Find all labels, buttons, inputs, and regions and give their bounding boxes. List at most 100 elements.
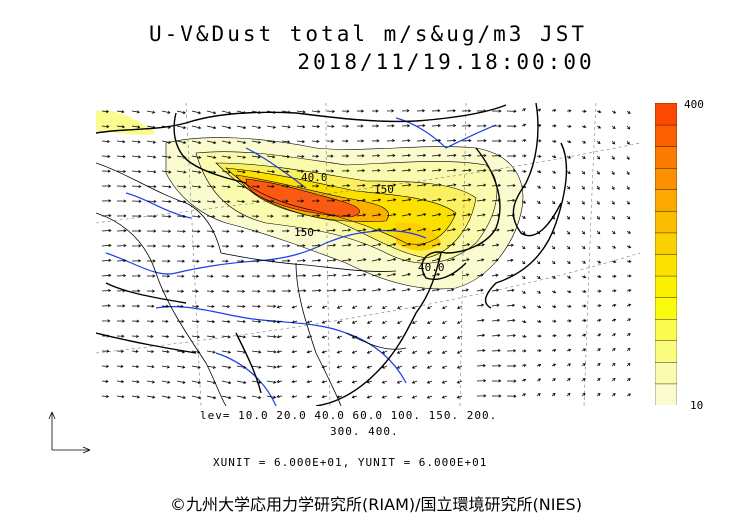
- wind-arrow: [176, 170, 187, 174]
- wind-arrow: [611, 140, 616, 145]
- wind-arrow: [131, 395, 141, 399]
- wind-arrow: [521, 393, 526, 397]
- wind-arrow: [491, 213, 501, 217]
- wind-arrow: [236, 395, 247, 400]
- wind-arrow: [326, 184, 335, 188]
- wind-arrow: [146, 289, 156, 293]
- wind-arrow: [101, 124, 110, 129]
- wind-arrow: [611, 289, 617, 293]
- wind-arrow: [521, 349, 527, 353]
- wind-arrow: [131, 274, 141, 278]
- wind-arrow: [446, 138, 457, 143]
- wind-arrow: [131, 140, 141, 144]
- wind-arrow: [176, 110, 186, 115]
- wind-arrow: [551, 275, 556, 279]
- wind-arrow: [596, 110, 602, 114]
- wind-arrow: [191, 395, 202, 400]
- wind-arrow: [521, 320, 527, 324]
- wind-arrow: [611, 348, 616, 352]
- wind-arrow: [326, 258, 337, 262]
- wind-arrow: [426, 365, 433, 369]
- wind-arrow: [566, 319, 572, 323]
- wind-arrow: [366, 350, 373, 354]
- wind-arrow: [596, 170, 600, 175]
- wind-arrow: [476, 288, 484, 292]
- wind-arrow: [442, 305, 448, 309]
- wind-arrow: [251, 184, 261, 189]
- wind-arrow: [101, 243, 112, 248]
- wind-arrow: [356, 213, 367, 217]
- wind-arrow: [311, 214, 321, 218]
- vector-units: XUNIT = 6.000E+01, YUNIT = 6.000E+01: [213, 456, 488, 469]
- wind-arrow: [131, 289, 141, 293]
- wind-arrow: [446, 227, 456, 232]
- wind-arrow: [396, 350, 403, 354]
- wind-arrow: [441, 380, 448, 384]
- wind-arrow: [551, 185, 556, 189]
- coastlines: [96, 103, 568, 406]
- wind-arrow: [536, 185, 542, 189]
- wind-arrow: [306, 320, 313, 324]
- wind-arrow: [321, 365, 328, 369]
- wind-arrow: [386, 213, 397, 217]
- wind-arrow: [371, 139, 380, 143]
- wind-arrow: [236, 380, 247, 385]
- wind-arrow: [176, 125, 187, 130]
- wind-arrow: [461, 258, 470, 262]
- wind-arrow: [431, 183, 442, 187]
- wind-arrow: [431, 153, 442, 157]
- wind-arrow: [611, 170, 615, 175]
- wind-arrow: [206, 320, 216, 324]
- wind-arrow: [596, 230, 601, 235]
- wind-arrow: [401, 242, 412, 247]
- wind-arrow: [596, 215, 600, 220]
- wind-arrow: [581, 260, 586, 264]
- wind-arrow: [206, 140, 217, 145]
- contour-label: 40.0: [301, 171, 328, 184]
- wind-arrow: [381, 365, 388, 369]
- wind-arrow: [611, 318, 617, 322]
- wind-arrow: [396, 395, 403, 399]
- wind-arrow: [116, 214, 127, 218]
- wind-arrow: [611, 125, 616, 129]
- wind-arrow: [416, 212, 427, 217]
- wind-arrow: [626, 393, 632, 397]
- wind-arrow: [611, 200, 615, 205]
- wind-arrow: [611, 333, 616, 337]
- wind-arrow: [626, 110, 631, 114]
- wind-arrow: [146, 259, 156, 263]
- wind-arrow: [326, 169, 335, 173]
- wind-arrow: [266, 244, 275, 248]
- wind-arrow: [626, 288, 632, 293]
- wind-arrow: [266, 319, 277, 324]
- dust-wind-map: 40.0 150 150 40.0: [96, 103, 640, 406]
- wind-arrow: [251, 125, 262, 129]
- wind-arrow: [396, 380, 403, 384]
- wind-arrow: [491, 333, 501, 338]
- wind-arrow: [581, 275, 587, 279]
- wind-arrow: [536, 275, 541, 279]
- wind-arrow: [461, 228, 471, 232]
- wind-arrow: [266, 380, 277, 384]
- wind-arrow: [176, 289, 185, 293]
- wind-arrow: [176, 200, 187, 204]
- wind-arrow: [611, 274, 617, 278]
- wind-arrow: [146, 319, 155, 323]
- wind-arrow: [101, 273, 112, 278]
- wind-arrow: [491, 109, 502, 113]
- wind-arrow: [146, 199, 157, 204]
- wind-arrow: [221, 125, 232, 130]
- wind-arrow: [596, 363, 601, 367]
- wind-arrow: [386, 288, 396, 292]
- wind-arrow: [291, 305, 298, 309]
- wind-arrow: [626, 170, 630, 176]
- wind-arrow: [306, 395, 313, 399]
- wind-arrow: [351, 320, 358, 324]
- wind-arrow: [446, 153, 457, 157]
- wind-arrow: [176, 350, 186, 354]
- wind-arrow: [416, 153, 427, 157]
- wind-arrow: [536, 319, 542, 323]
- wind-arrow: [581, 185, 585, 190]
- colorbar-swatch: [655, 189, 677, 212]
- wind-arrow: [596, 260, 602, 264]
